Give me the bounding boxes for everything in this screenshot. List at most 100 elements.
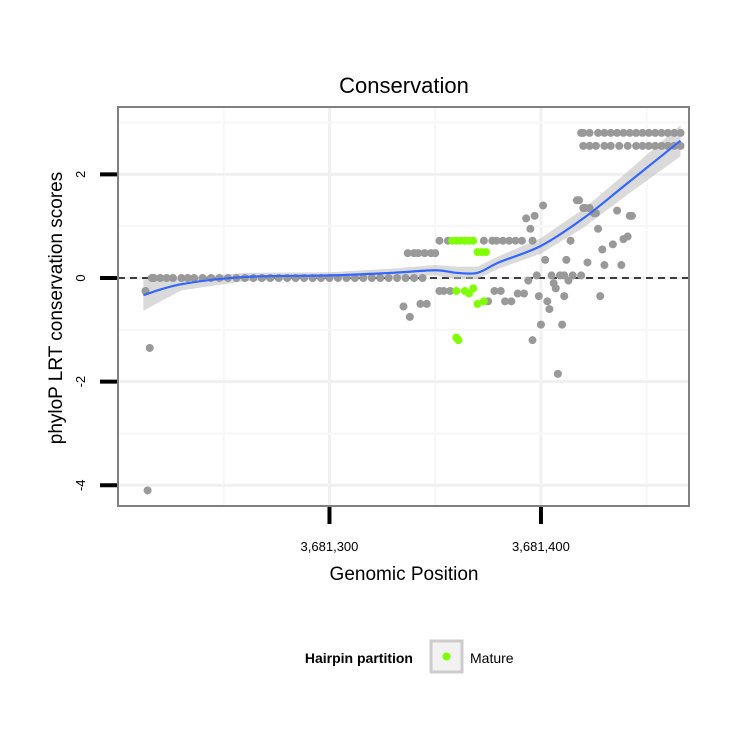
other-point-130 — [585, 141, 594, 150]
other-point-128 — [676, 128, 685, 137]
other-point-118 — [613, 128, 622, 137]
other-point-17 — [249, 274, 258, 282]
other-point-48 — [435, 236, 444, 245]
mature-point-13 — [473, 299, 482, 308]
y-axis-title: phyloP LRT conservation scores — [46, 172, 67, 445]
other-point-94 — [577, 271, 586, 280]
other-point-59 — [498, 236, 507, 245]
other-point-122 — [638, 128, 647, 137]
smooth-trend-line — [143, 139, 682, 297]
other-point-111 — [627, 211, 636, 220]
other-point-78 — [543, 297, 552, 306]
other-point-2 — [145, 343, 154, 352]
other-point-105 — [608, 240, 617, 249]
other-point-140 — [657, 141, 666, 150]
other-point-82 — [551, 284, 560, 293]
other-point-5 — [156, 274, 165, 282]
y-tick-label-1: -2 — [73, 376, 88, 388]
y-tick-label-2: 0 — [73, 274, 88, 281]
legend-mature-label: Mature — [470, 650, 514, 666]
other-point-77 — [541, 255, 550, 264]
legend-mature-marker — [442, 652, 451, 661]
other-point-113 — [579, 128, 588, 137]
other-point-88 — [562, 255, 571, 264]
x-axis: 3,681,300 3,681,400 — [301, 507, 570, 554]
other-point-90 — [566, 236, 575, 245]
other-point-74 — [534, 292, 543, 301]
other-point-139 — [651, 141, 660, 150]
other-point-136 — [632, 141, 641, 150]
other-point-57 — [492, 236, 501, 245]
other-point-39 — [403, 249, 412, 258]
other-point-132 — [600, 141, 609, 150]
other-point-143 — [676, 141, 685, 150]
other-point-120 — [625, 128, 634, 137]
other-point-1 — [143, 486, 152, 495]
other-point-106 — [613, 206, 622, 215]
other-point-47 — [431, 249, 440, 258]
other-point-68 — [524, 276, 533, 285]
other-point-50 — [439, 286, 448, 295]
other-point-60 — [501, 297, 510, 306]
other-point-35 — [401, 274, 410, 282]
other-point-58 — [496, 286, 505, 295]
other-point-124 — [651, 128, 660, 137]
other-point-135 — [623, 141, 632, 150]
other-point-52 — [446, 286, 455, 295]
other-point-31 — [367, 274, 376, 282]
other-point-66 — [520, 289, 529, 298]
other-point-36 — [410, 274, 419, 282]
other-point-91 — [568, 271, 577, 280]
other-point-32 — [376, 274, 385, 282]
other-point-86 — [560, 292, 569, 301]
grid-lines — [118, 107, 689, 506]
other-point-42 — [414, 249, 423, 258]
other-point-102 — [596, 292, 605, 301]
other-point-114 — [585, 128, 594, 137]
other-point-65 — [517, 236, 526, 245]
other-point-101 — [594, 224, 603, 233]
plot-panel — [117, 106, 690, 507]
other-point-137 — [638, 141, 647, 150]
mature-point-14 — [479, 297, 488, 306]
other-point-62 — [507, 297, 516, 306]
x-axis-title: Genomic Position — [330, 564, 479, 585]
other-point-70 — [528, 236, 537, 245]
other-point-93 — [575, 196, 584, 205]
other-point-7 — [168, 274, 177, 282]
other-point-63 — [511, 236, 520, 245]
y-tick-label-3: 2 — [73, 171, 88, 178]
other-point-116 — [600, 128, 609, 137]
other-point-129 — [579, 141, 588, 150]
other-point-30 — [359, 274, 368, 282]
other-point-9 — [183, 274, 192, 282]
other-point-73 — [532, 271, 541, 280]
x-tick-label-1: 3,681,400 — [512, 539, 570, 554]
mature-point-8 — [481, 248, 490, 257]
other-point-119 — [619, 128, 628, 137]
mature-point-12 — [469, 284, 478, 293]
other-point-53 — [479, 236, 488, 245]
y-axis: -4 -2 0 2 — [73, 171, 117, 491]
other-point-45 — [422, 299, 431, 308]
other-points-series — [141, 128, 685, 495]
chart-title: Conservation — [339, 73, 469, 98]
legend: Hairpin partition Mature — [305, 639, 514, 674]
other-point-104 — [600, 261, 609, 270]
other-point-75 — [536, 320, 545, 329]
mature-points-series — [448, 236, 490, 345]
other-point-138 — [644, 141, 653, 150]
other-point-64 — [513, 289, 522, 298]
other-point-43 — [416, 299, 425, 308]
other-point-69 — [526, 224, 535, 233]
other-point-38 — [399, 302, 408, 311]
other-point-80 — [547, 271, 556, 280]
other-point-34 — [393, 274, 402, 282]
other-point-127 — [670, 128, 679, 137]
other-point-115 — [594, 128, 603, 137]
other-point-61 — [505, 236, 514, 245]
x-tick-label-0: 3,681,300 — [301, 539, 359, 554]
other-point-10 — [190, 274, 199, 282]
